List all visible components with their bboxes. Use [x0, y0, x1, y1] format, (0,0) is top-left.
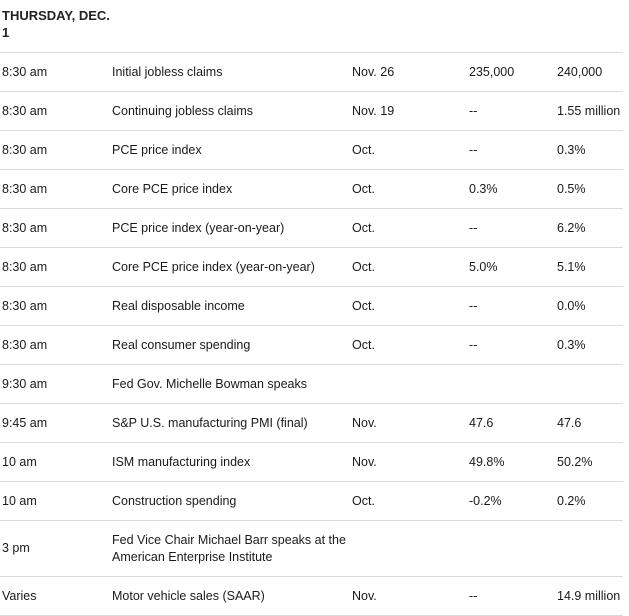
table-row: 8:30 am Initial jobless claims Nov. 26 2… [0, 52, 623, 92]
event-cell: Motor vehicle sales (SAAR) [112, 576, 352, 616]
event-cell: Real disposable income [112, 286, 352, 326]
time-cell: 8:30 am [0, 208, 112, 248]
table-row: 8:30 am Real consumer spending Oct. -- 0… [0, 325, 623, 365]
previous-cell: 1.55 million [557, 91, 623, 131]
event-cell: Continuing jobless claims [112, 91, 352, 131]
period-cell: Oct. [352, 208, 469, 248]
previous-cell: 0.0% [557, 286, 623, 326]
event-cell: Fed Gov. Michelle Bowman speaks [112, 364, 352, 404]
time-cell: 3 pm [0, 520, 112, 577]
period-cell: Oct. [352, 325, 469, 365]
day-heading: THURSDAY, DEC. 1 [2, 8, 110, 40]
period-cell: Nov. 19 [352, 91, 469, 131]
forecast-cell: -0.2% [469, 481, 557, 521]
event-cell: PCE price index [112, 130, 352, 170]
period-cell: Nov. [352, 403, 469, 443]
calendar-table: 8:30 am Initial jobless claims Nov. 26 2… [0, 52, 623, 616]
forecast-cell [469, 520, 557, 577]
table-row: 9:45 am S&P U.S. manufacturing PMI (fina… [0, 403, 623, 443]
previous-cell: 240,000 [557, 52, 623, 92]
time-cell: 10 am [0, 442, 112, 482]
time-cell: 8:30 am [0, 169, 112, 209]
forecast-cell: 235,000 [469, 52, 557, 92]
previous-cell: 6.2% [557, 208, 623, 248]
forecast-cell: -- [469, 286, 557, 326]
event-cell: Real consumer spending [112, 325, 352, 365]
event-cell: ISM manufacturing index [112, 442, 352, 482]
forecast-cell: 0.3% [469, 169, 557, 209]
forecast-cell: -- [469, 130, 557, 170]
table-row: 10 am ISM manufacturing index Nov. 49.8%… [0, 442, 623, 482]
period-cell: Oct. [352, 169, 469, 209]
table-row: 10 am Construction spending Oct. -0.2% 0… [0, 481, 623, 521]
previous-cell: 0.3% [557, 325, 623, 365]
forecast-cell: 49.8% [469, 442, 557, 482]
time-cell: 8:30 am [0, 91, 112, 131]
previous-cell: 0.5% [557, 169, 623, 209]
previous-cell: 5.1% [557, 247, 623, 287]
previous-cell: 14.9 million [557, 576, 623, 616]
previous-cell [557, 364, 623, 404]
previous-cell: 0.2% [557, 481, 623, 521]
period-cell: Oct. [352, 130, 469, 170]
time-cell: 8:30 am [0, 286, 112, 326]
previous-cell: 47.6 [557, 403, 623, 443]
period-cell: Nov. [352, 442, 469, 482]
previous-cell: 0.3% [557, 130, 623, 170]
forecast-cell: -- [469, 91, 557, 131]
forecast-cell: -- [469, 325, 557, 365]
time-cell: 8:30 am [0, 130, 112, 170]
table-row: 8:30 am Real disposable income Oct. -- 0… [0, 286, 623, 326]
period-cell: Oct. [352, 481, 469, 521]
table-row: 8:30 am Core PCE price index Oct. 0.3% 0… [0, 169, 623, 209]
time-cell: Varies [0, 576, 112, 616]
previous-cell [557, 520, 623, 577]
forecast-cell: 5.0% [469, 247, 557, 287]
event-cell: Core PCE price index (year-on-year) [112, 247, 352, 287]
forecast-cell: -- [469, 208, 557, 248]
time-cell: 8:30 am [0, 247, 112, 287]
period-cell: Oct. [352, 286, 469, 326]
time-cell: 8:30 am [0, 325, 112, 365]
period-cell [352, 520, 469, 577]
table-row: 8:30 am Continuing jobless claims Nov. 1… [0, 91, 623, 131]
event-cell: Core PCE price index [112, 169, 352, 209]
table-row: 3 pm Fed Vice Chair Michael Barr speaks … [0, 520, 623, 577]
event-cell: Construction spending [112, 481, 352, 521]
period-cell: Nov. 26 [352, 52, 469, 92]
forecast-cell: 47.6 [469, 403, 557, 443]
table-row: 8:30 am PCE price index Oct. -- 0.3% [0, 130, 623, 170]
event-cell: PCE price index (year-on-year) [112, 208, 352, 248]
table-row: 8:30 am Core PCE price index (year-on-ye… [0, 247, 623, 287]
period-cell: Oct. [352, 247, 469, 287]
time-cell: 8:30 am [0, 52, 112, 92]
time-cell: 9:45 am [0, 403, 112, 443]
event-cell: S&P U.S. manufacturing PMI (final) [112, 403, 352, 443]
forecast-cell [469, 364, 557, 404]
event-cell: Initial jobless claims [112, 52, 352, 92]
table-row: 9:30 am Fed Gov. Michelle Bowman speaks [0, 364, 623, 404]
event-cell: Fed Vice Chair Michael Barr speaks at th… [112, 520, 352, 577]
previous-cell: 50.2% [557, 442, 623, 482]
period-cell [352, 364, 469, 404]
table-row: 8:30 am PCE price index (year-on-year) O… [0, 208, 623, 248]
time-cell: 9:30 am [0, 364, 112, 404]
time-cell: 10 am [0, 481, 112, 521]
